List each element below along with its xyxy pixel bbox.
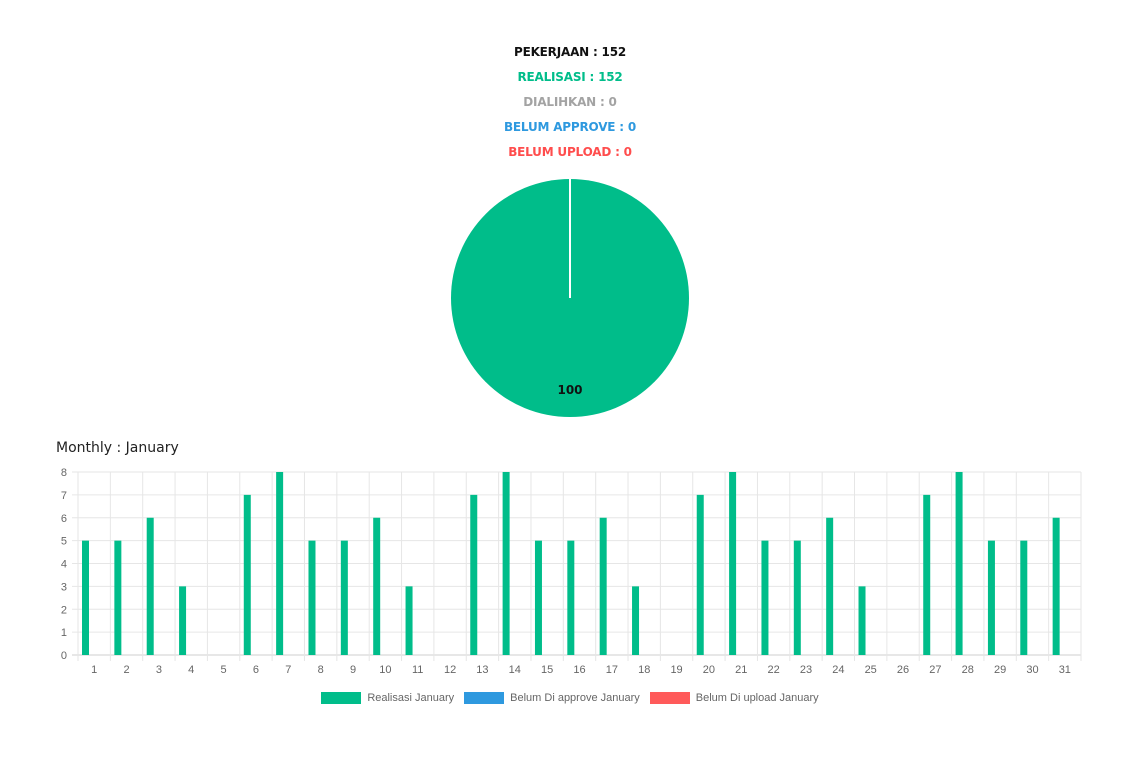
legend-swatch (321, 692, 362, 704)
bar-realisasi-january-8[interactable] (308, 540, 316, 655)
legend-label: Belum Di upload January (695, 692, 819, 704)
x-tick-label: 5 (221, 664, 227, 676)
x-tick-label: 2 (123, 664, 129, 676)
x-tick-label: 24 (832, 664, 844, 676)
bar-realisasi-january-10[interactable] (373, 517, 381, 655)
bar-realisasi-january-25[interactable] (858, 586, 866, 655)
bar-realisasi-january-30[interactable] (1020, 540, 1028, 655)
bar-realisasi-january-24[interactable] (826, 517, 834, 655)
x-tick-label: 13 (476, 664, 488, 676)
bar-realisasi-january-13[interactable] (470, 494, 478, 655)
bar-realisasi-january-20[interactable] (696, 494, 704, 655)
bar-realisasi-january-18[interactable] (632, 586, 640, 655)
bar-realisasi-january-1[interactable] (82, 540, 89, 655)
bar-realisasi-january-23[interactable] (793, 540, 801, 655)
y-tick-label: 8 (61, 467, 67, 479)
bar-realisasi-january-16[interactable] (567, 540, 575, 655)
x-tick-label: 7 (285, 664, 291, 676)
y-tick-label: 2 (61, 604, 67, 616)
x-tick-label: 29 (994, 664, 1006, 676)
x-tick-label: 9 (350, 664, 356, 676)
x-tick-label: 4 (188, 664, 194, 676)
legend-swatch (649, 692, 690, 704)
bar-realisasi-january-28[interactable] (955, 472, 963, 655)
x-tick-label: 30 (1026, 664, 1038, 676)
x-tick-label: 6 (253, 664, 259, 676)
bar-realisasi-january-27[interactable] (923, 494, 931, 655)
bar-realisasi-january-3[interactable] (146, 517, 154, 655)
legend-item[interactable]: Realisasi January (321, 692, 454, 704)
bar-realisasi-january-14[interactable] (502, 472, 510, 655)
x-tick-label: 22 (768, 664, 780, 676)
x-tick-label: 19 (670, 664, 682, 676)
y-tick-label: 5 (61, 536, 67, 548)
x-tick-label: 15 (541, 664, 553, 676)
legend-item[interactable]: Belum Di approve January (464, 692, 640, 704)
bar-realisasi-january-21[interactable] (729, 472, 737, 655)
x-tick-label: 25 (865, 664, 877, 676)
y-tick-label: 3 (61, 581, 67, 593)
bar-realisasi-january-2[interactable] (114, 540, 122, 655)
bar-realisasi-january-9[interactable] (340, 540, 348, 655)
x-tick-label: 26 (897, 664, 909, 676)
pekerjaan-total: PEKERJAAN : 152 (513, 45, 626, 59)
realisasi-total: REALISASI : 152 (517, 70, 623, 84)
legend-label: Belum Di approve January (510, 692, 640, 704)
bar-realisasi-january-15[interactable] (534, 540, 542, 655)
bar-realisasi-january-6[interactable] (243, 494, 251, 655)
x-tick-label: 12 (444, 664, 456, 676)
x-tick-label: 1 (91, 664, 97, 676)
legend-item[interactable]: Belum Di upload January (649, 692, 819, 704)
x-tick-label: 16 (573, 664, 585, 676)
bar-realisasi-january-17[interactable] (599, 517, 607, 655)
x-tick-label: 28 (962, 664, 974, 676)
x-tick-label: 20 (703, 664, 715, 676)
x-tick-label: 3 (156, 664, 162, 676)
legend-swatch (464, 692, 505, 704)
legend-label: Realisasi January (367, 692, 455, 704)
x-tick-label: 23 (800, 664, 812, 676)
x-tick-label: 31 (1059, 664, 1071, 676)
y-tick-label: 0 (61, 650, 67, 662)
bar-realisasi-january-11[interactable] (405, 586, 413, 655)
y-tick-label: 6 (61, 513, 67, 525)
bar-realisasi-january-29[interactable] (987, 540, 995, 655)
x-tick-label: 10 (379, 664, 391, 676)
pie-data-label: 100 (557, 383, 582, 397)
y-tick-label: 4 (61, 559, 67, 571)
x-tick-label: 14 (509, 664, 521, 676)
chart-legend: Realisasi January Belum Di approve Januar… (0, 692, 1140, 704)
y-tick-label: 1 (61, 627, 67, 639)
x-tick-label: 21 (735, 664, 747, 676)
x-tick-label: 18 (638, 664, 650, 676)
bar-realisasi-january-4[interactable] (179, 586, 187, 655)
x-tick-label: 11 (412, 664, 423, 676)
dialihkan-total: DIALIHKAN : 0 (523, 95, 617, 109)
y-tick-label: 7 (61, 490, 67, 502)
bar-realisasi-january-7[interactable] (276, 472, 284, 655)
x-tick-label: 27 (929, 664, 941, 676)
x-tick-label: 17 (606, 664, 618, 676)
bar-realisasi-january-22[interactable] (761, 540, 769, 655)
bar-realisasi-january-31[interactable] (1052, 517, 1060, 655)
belum-upload-total: BELUM UPLOAD : 0 (508, 145, 632, 159)
summary-panel: PEKERJAAN : 152 REALISASI : 152 DIALIHKA… (0, 40, 1140, 165)
pie-chart: 100 (451, 179, 689, 417)
belum-approve-total: BELUM APPROVE : 0 (503, 120, 636, 134)
x-tick-label: 8 (318, 664, 324, 676)
monthly-title: Monthly : January (56, 440, 179, 456)
